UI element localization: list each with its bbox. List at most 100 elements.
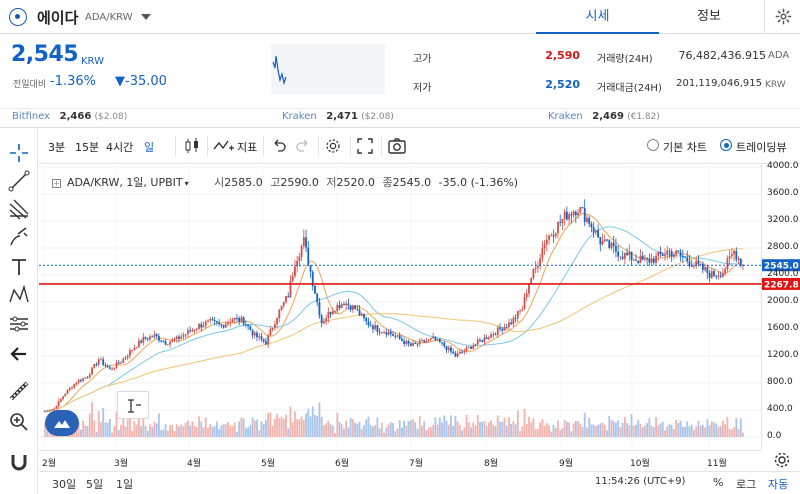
log-toggle[interactable]: 로그: [736, 478, 757, 491]
volume-bar: [550, 431, 553, 437]
range-30d[interactable]: 30일: [52, 478, 77, 491]
volume-bar: [343, 428, 345, 437]
high-value: 2,590: [545, 49, 580, 62]
legend-dropdown-icon[interactable]: ▾: [184, 179, 189, 188]
tradingview-label[interactable]: 트레이딩뷰: [736, 141, 787, 154]
candle-body: [91, 367, 93, 375]
candle-body: [597, 230, 599, 238]
trend-line-icon[interactable]: [6, 168, 32, 194]
volume-bar: [670, 424, 673, 437]
candle-body: [715, 275, 718, 277]
volume-bar: [717, 426, 720, 437]
camera-icon[interactable]: [387, 137, 407, 155]
tab-info[interactable]: 정보: [697, 9, 721, 24]
pattern-icon[interactable]: [6, 282, 32, 308]
candle-body: [298, 256, 301, 261]
candle-body: [722, 273, 724, 277]
ruler-icon[interactable]: [6, 378, 32, 404]
y-tick-label: 800.0: [767, 377, 793, 387]
volume-bar: [508, 417, 510, 437]
price-line-tag-label: 2267.8: [764, 280, 799, 290]
fullscreen-icon[interactable]: [356, 137, 374, 155]
candle-body: [719, 275, 722, 277]
tf-3min[interactable]: 3분: [48, 141, 66, 154]
tf-day[interactable]: 일: [144, 141, 155, 154]
y-tick-label: 1600.0: [767, 323, 799, 333]
candle-body: [554, 233, 557, 237]
volume-bar: [421, 425, 423, 437]
candle-body: [646, 258, 649, 260]
candle-body: [523, 297, 526, 310]
volume-bar: [224, 424, 227, 437]
undo-icon[interactable]: [271, 138, 287, 154]
candle-body: [287, 296, 290, 298]
x-tick-label: 2월: [42, 459, 57, 469]
volume-bar: [641, 427, 644, 437]
percent-toggle[interactable]: %: [713, 476, 724, 489]
crosshair-icon[interactable]: [6, 140, 32, 166]
volume-bar: [374, 425, 377, 437]
candle-body: [280, 305, 283, 310]
axis-settings-icon[interactable]: [772, 451, 792, 469]
back-arrow-icon[interactable]: [6, 341, 32, 367]
settings-button[interactable]: [764, 0, 800, 34]
brush-icon[interactable]: [6, 225, 32, 251]
volume-bar: [140, 426, 142, 437]
basic-chart-label[interactable]: 기본 차트: [663, 141, 707, 154]
tradingview-radio[interactable]: [720, 139, 732, 151]
price-unit: KRW: [81, 56, 104, 67]
redo-icon[interactable]: [295, 138, 311, 154]
zoom-in-icon[interactable]: [6, 409, 32, 435]
candle-body: [534, 267, 537, 269]
tf-4hour[interactable]: 4시간: [106, 141, 134, 154]
magnet-icon[interactable]: [6, 449, 32, 475]
auto-toggle[interactable]: 자동: [768, 478, 789, 491]
ref-bitfinex: Bitfinex 2,466 ($2.08): [12, 111, 127, 122]
legend-symbol: ADA/KRW, 1일, UPBIT: [67, 176, 183, 189]
x-axis[interactable]: 2월 3월 4월 5월 6월 7월 8월 9월 10월 11월: [39, 450, 761, 471]
candle-body: [664, 254, 666, 256]
candle-body: [151, 336, 154, 338]
volume-bar: [565, 421, 568, 437]
pitchfork-icon[interactable]: [6, 196, 32, 222]
candle-body: [568, 214, 571, 220]
candle-body: [739, 258, 742, 266]
measure-button[interactable]: [117, 391, 149, 419]
measure-icon[interactable]: [6, 311, 32, 337]
volume-bar: [664, 430, 666, 437]
layout-button[interactable]: [45, 410, 79, 436]
candle-body: [340, 304, 343, 308]
candle-type-icon[interactable]: [183, 137, 201, 155]
text-tool-icon[interactable]: [6, 254, 32, 280]
candle-body: [510, 322, 513, 325]
candle-body: [227, 322, 229, 325]
indicator-label[interactable]: 지표: [237, 141, 258, 154]
legend-collapse-icon[interactable]: +: [52, 179, 61, 188]
volume-bar: [285, 414, 287, 437]
volume-bar: [510, 424, 513, 437]
basic-chart-radio[interactable]: [647, 139, 659, 151]
high-label: 고가: [413, 54, 432, 65]
volume-bar: [505, 425, 508, 437]
candle-body: [652, 258, 655, 263]
volume-bar: [532, 418, 535, 437]
separator: [175, 136, 176, 156]
tab-price[interactable]: 시세: [536, 0, 659, 34]
volume-bar: [383, 432, 385, 437]
coin-dropdown-icon[interactable]: [141, 14, 151, 20]
range-1d[interactable]: 1일: [116, 478, 134, 491]
chart-settings-icon[interactable]: [324, 137, 342, 155]
indicator-icon[interactable]: [213, 137, 235, 155]
volume-bar: [320, 416, 323, 437]
volume-bar: [650, 425, 653, 437]
volume-bar: [552, 424, 555, 437]
candle-body: [104, 364, 107, 366]
range-5d[interactable]: 5일: [86, 478, 104, 491]
price-chart[interactable]: 2545.0 2267.8: [39, 165, 800, 450]
candle-body: [490, 334, 492, 338]
volume-bar: [287, 428, 290, 437]
tf-15min[interactable]: 15분: [75, 141, 100, 154]
volume-bar: [579, 423, 582, 437]
candle-body: [374, 325, 377, 330]
candle-body: [282, 302, 285, 306]
